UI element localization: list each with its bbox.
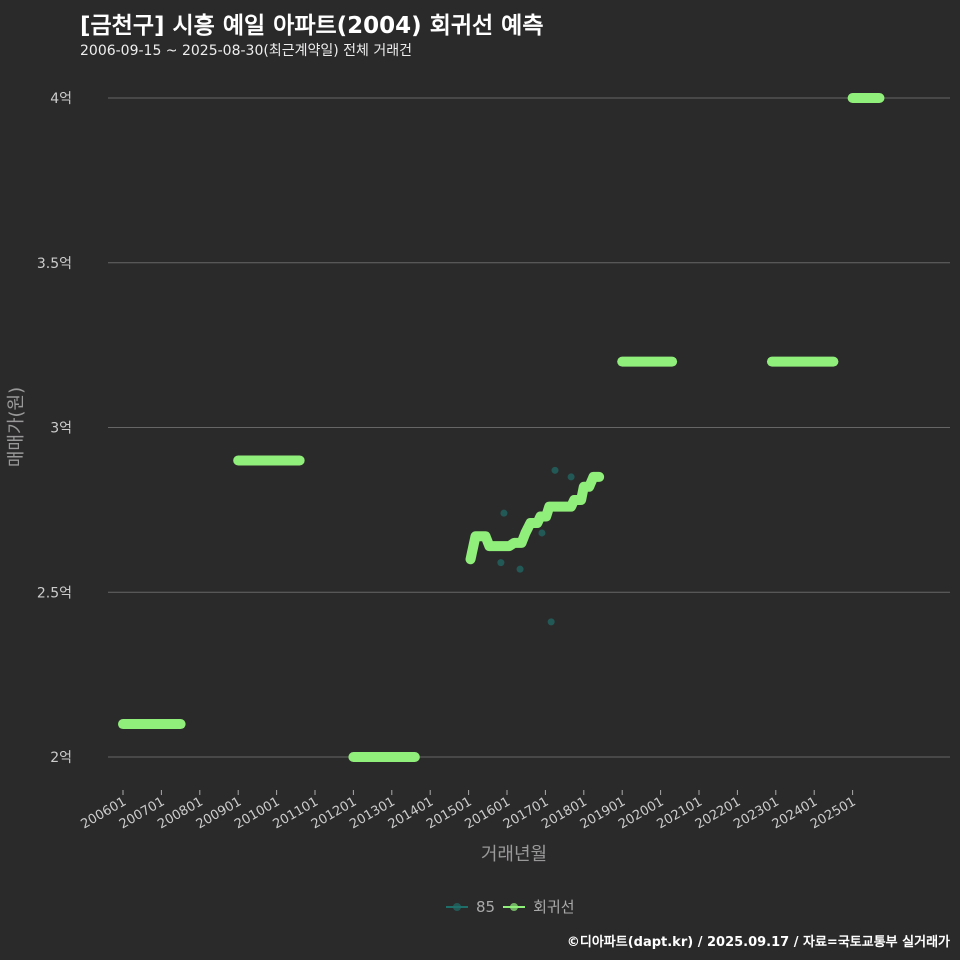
chart-subtitle: 2006-09-15 ~ 2025-08-30(최근계약일) 전체 거래건 bbox=[80, 43, 412, 59]
legend-label: 회귀선 bbox=[533, 898, 575, 916]
chart-title: [금천구] 시흥 예일 아파트(2004) 회귀선 예측 bbox=[80, 13, 544, 39]
x-axis-title: 거래년월 bbox=[481, 844, 547, 865]
y-tick-label: 3.5억 bbox=[37, 256, 72, 272]
scatter-point bbox=[551, 466, 559, 474]
scatter-point bbox=[538, 529, 546, 537]
scatter-point bbox=[547, 618, 555, 626]
scatter-point bbox=[567, 473, 575, 481]
legend-item-regression[interactable]: 회귀선 bbox=[503, 896, 575, 917]
scatter-point bbox=[516, 565, 524, 573]
legend-label: 85 bbox=[476, 897, 496, 916]
legend-key-regression bbox=[503, 902, 526, 911]
scatter-point bbox=[500, 509, 508, 517]
y-tick-label: 4억 bbox=[50, 91, 72, 107]
y-tick-label: 3억 bbox=[50, 421, 72, 437]
y-tick-label: 2억 bbox=[50, 750, 72, 766]
source-footer: ©디아파트(dapt.kr) / 2025.09.17 / 자료=국토교통부 실… bbox=[566, 935, 950, 950]
legend-item-85[interactable]: 85 bbox=[446, 898, 495, 916]
legend-key-85 bbox=[446, 902, 468, 911]
legend: 85 회귀선 bbox=[446, 896, 575, 917]
regression-line bbox=[465, 471, 605, 565]
scatter-point bbox=[497, 559, 505, 567]
y-tick-label: 2.5억 bbox=[37, 585, 72, 601]
y-axis-title: 매매가(원) bbox=[6, 387, 27, 467]
